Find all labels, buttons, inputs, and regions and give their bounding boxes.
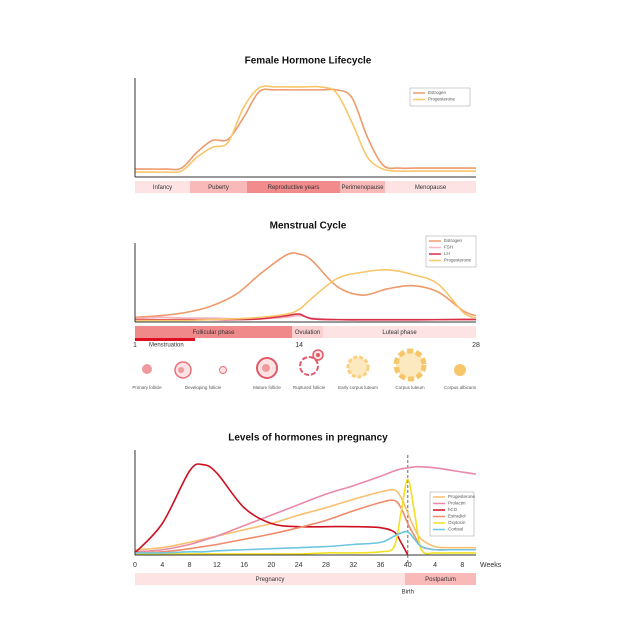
phase-label: Puberty <box>208 185 229 191</box>
legend-label: LH <box>444 251 450 256</box>
series-line <box>134 268 477 322</box>
phase-band <box>340 181 385 193</box>
phase-band <box>247 181 340 193</box>
x-tick-label: 16 <box>240 562 248 569</box>
series-line <box>134 463 409 556</box>
x-tick-label: 8 <box>460 562 464 569</box>
x-tick-label: 1 <box>133 342 137 349</box>
x-tick-label: 36 <box>377 562 385 569</box>
series-line <box>135 85 476 174</box>
legend-box <box>429 491 475 537</box>
legend-label: FSH <box>444 245 453 250</box>
stage-label: Ruptured follicle <box>293 385 326 390</box>
stage-label: Corpus albicans <box>444 385 477 390</box>
phase-band <box>135 181 190 193</box>
x-tick-label: 28 <box>472 342 480 349</box>
phase-band <box>405 573 476 585</box>
legend-label: Progesterone <box>448 494 476 499</box>
x-tick-label: 28 <box>322 562 330 569</box>
birth-label: Birth <box>402 590 414 596</box>
x-tick-label: 4 <box>160 562 164 569</box>
phase-label: Postpartum <box>425 577 456 583</box>
x-tick-label: 0 <box>133 562 137 569</box>
x-tick-label: 24 <box>295 562 303 569</box>
phase-band <box>323 326 476 338</box>
x-tick-label: 40 <box>404 562 412 569</box>
series-line <box>134 478 476 555</box>
phase-label: Follicular phase <box>192 330 235 336</box>
series-line <box>134 530 476 554</box>
phase-band <box>385 181 476 193</box>
stage-label: Early corpus luteum <box>338 385 378 390</box>
x-tick-label: 12 <box>213 562 221 569</box>
series-line <box>134 465 477 553</box>
x-axis-label: Weeks <box>480 562 502 569</box>
phase-band <box>135 326 292 338</box>
legend-label: Progesterone <box>428 97 456 102</box>
legend-label: Estrogen <box>428 90 447 95</box>
stage-label: Corpus luteum <box>395 385 425 390</box>
x-tick-label: 32 <box>349 562 357 569</box>
phase-label: Luteal phase <box>382 330 417 336</box>
chart-title: Female Hormone Lifecycle <box>245 56 372 67</box>
x-tick-label: 14 <box>295 342 303 349</box>
phase-label: Infancy <box>153 185 172 191</box>
chart-title: Menstrual Cycle <box>270 221 347 232</box>
phase-label: Perimenopause <box>341 185 384 191</box>
legend-label: Cortisol <box>448 527 463 532</box>
x-tick-label: 8 <box>188 562 192 569</box>
legend-label: Progesterone <box>444 258 472 263</box>
phase-band <box>135 573 405 585</box>
stage-label: Developing follicle <box>185 385 222 390</box>
series-line <box>135 88 476 171</box>
phase-label: Ovulation <box>295 330 320 336</box>
x-tick-label: 20 <box>268 562 276 569</box>
phase-label: Reproductive years <box>268 185 320 191</box>
menstruation-bar <box>135 338 195 341</box>
legend-label: Prolactin <box>448 501 466 506</box>
stage-label: Mature follicle <box>253 385 281 390</box>
phase-label: Pregnancy <box>256 577 285 583</box>
chart-title: Levels of hormones in pregnancy <box>228 433 388 444</box>
phase-label: Menopause <box>415 185 447 191</box>
legend-label: hCG <box>448 507 458 512</box>
follicle-icons <box>142 348 466 382</box>
annotation: Menstruation <box>149 343 184 349</box>
phase-band <box>292 326 323 338</box>
phase-band <box>190 181 247 193</box>
legend-label: Oxytocin <box>448 520 466 525</box>
series-line <box>134 488 476 551</box>
stage-label: Primary follicle <box>132 385 162 390</box>
x-tick-label: 4 <box>433 562 437 569</box>
legend-label: Estradiol <box>448 514 466 519</box>
legend-label: Estrogen <box>444 238 463 243</box>
series-line <box>134 252 477 319</box>
